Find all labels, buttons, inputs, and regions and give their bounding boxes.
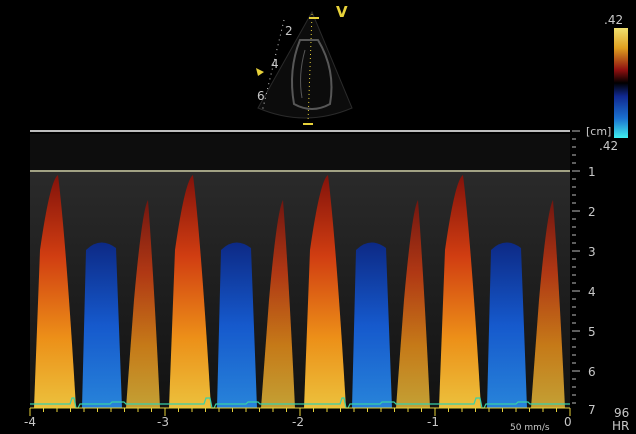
scale-top-value: .42 — [604, 13, 624, 27]
flow-toward-band — [261, 200, 295, 408]
flow-toward-band — [439, 175, 481, 408]
flow-toward-band — [396, 200, 430, 408]
sector-depth-tick-6: 6 — [257, 89, 265, 103]
time-label-minus-3: -3 — [157, 415, 169, 429]
time-label-minus-1: -1 — [427, 415, 439, 429]
flow-toward-band — [531, 200, 565, 408]
sector-depth-tick-4: 4 — [271, 57, 279, 71]
time-label-0: 0 — [564, 415, 572, 429]
flow-away-band — [352, 242, 392, 408]
view-marker: V — [336, 3, 348, 21]
flow-away-band — [487, 242, 527, 408]
time-scale — [29, 408, 571, 416]
focus-marker-icon — [256, 68, 264, 76]
color-flow-layer — [34, 175, 565, 408]
heart-rate-value: 96 — [614, 406, 630, 420]
depth-label-3: 3 — [588, 245, 596, 259]
depth-label-5: 5 — [588, 325, 596, 339]
time-label-minus-2: -2 — [292, 415, 304, 429]
depth-label-1: 1 — [588, 165, 596, 179]
flow-toward-band — [126, 200, 160, 408]
sector-image — [256, 10, 353, 125]
flow-toward-band — [169, 175, 211, 408]
sector-depth-tick-2: 2 — [285, 24, 293, 38]
depth-label-6: 6 — [588, 365, 596, 379]
time-label-minus-4: -4 — [24, 415, 36, 429]
scale-bottom-value: .42 — [599, 139, 619, 153]
sweep-speed: 50 mm/s — [510, 423, 550, 433]
flow-away-band — [82, 242, 122, 408]
flow-away-band — [217, 242, 257, 408]
depth-unit: [cm] — [586, 125, 612, 138]
depth-label-2: 2 — [588, 205, 596, 219]
depth-scale — [572, 130, 580, 404]
mmode-panel — [29, 130, 580, 416]
flow-toward-band — [34, 175, 76, 408]
flow-toward-band — [304, 175, 346, 408]
ecg-trace — [30, 397, 570, 409]
heart-rate-label: HR — [612, 419, 630, 433]
depth-label-4: 4 — [588, 285, 596, 299]
depth-label-7: 7 — [588, 403, 596, 417]
color-scale-bar — [614, 28, 628, 138]
